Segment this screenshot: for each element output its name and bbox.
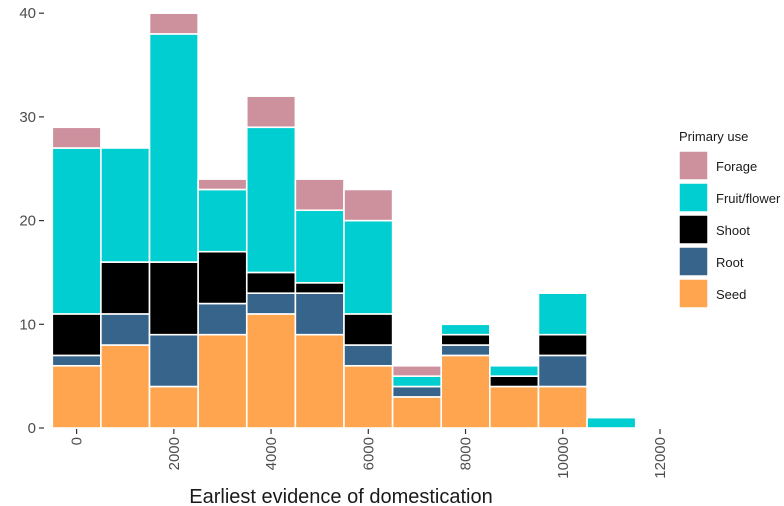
bar-root-10000 [537, 354, 588, 388]
bars-layer [51, 12, 637, 429]
bar-fruit-flower-3000 [197, 188, 248, 253]
bar-root-2000 [148, 333, 199, 388]
bar-seed-0 [51, 364, 102, 429]
x-tick-label: 2000 [166, 437, 183, 470]
x-tick-label: 10000 [555, 437, 572, 479]
bar-seed-6000 [343, 364, 394, 429]
bar-fruit-flower-9000 [489, 364, 540, 377]
bar-root-6000 [343, 344, 394, 367]
bar-forage-6000 [343, 188, 394, 222]
x-tick-label: 8000 [458, 437, 475, 470]
bar-forage-0 [51, 126, 102, 149]
legend-label-root: Root [716, 255, 744, 270]
bar-fruit-flower-11000 [586, 416, 637, 429]
legend-label-shoot: Shoot [716, 223, 750, 238]
bar-fruit-flower-4000 [245, 126, 297, 274]
legend-label-fruit-flower: Fruit/flower [716, 191, 781, 206]
x-tick-label: 0 [69, 437, 86, 445]
x-axis: 0 2000 4000 6000 8000 10000 12000 [69, 429, 669, 479]
legend-title: Primary use [679, 129, 748, 144]
x-tick-label: 4000 [263, 437, 280, 470]
y-tick-label: 10 [19, 316, 36, 333]
legend-label-seed: Seed [716, 287, 746, 302]
legend: Primary use Forage Fruit/flower Shoot Root S… [678, 129, 781, 309]
x-tick-label: 6000 [360, 437, 377, 470]
bar-fruit-flower-8000 [440, 323, 491, 336]
y-axis: 0 10 20 30 40 [19, 5, 44, 437]
bar-root-7000 [391, 385, 443, 398]
legend-key-root [678, 246, 709, 277]
bar-shoot-0 [51, 313, 102, 357]
bar-fruit-flower-2000 [148, 33, 199, 263]
bar-shoot-4000 [245, 271, 297, 294]
y-tick-label: 20 [19, 213, 36, 230]
x-tick-label: 12000 [652, 437, 669, 479]
bar-seed-8000 [440, 354, 491, 429]
bar-fruit-flower-7000 [391, 375, 443, 388]
bar-shoot-9000 [489, 375, 540, 388]
bar-root-3000 [197, 302, 248, 336]
bar-seed-1000 [100, 344, 151, 429]
bar-seed-4000 [245, 313, 297, 429]
bar-seed-9000 [489, 385, 540, 429]
y-tick-label: 40 [19, 5, 36, 22]
bar-seed-10000 [537, 385, 588, 429]
bar-fruit-flower-0 [51, 147, 102, 315]
bar-shoot-1000 [100, 261, 151, 315]
x-axis-title: Earliest evidence of domestication [189, 486, 493, 506]
legend-key-fruit-flower [678, 182, 709, 213]
bar-fruit-flower-6000 [343, 219, 394, 315]
bar-fruit-flower-10000 [537, 292, 588, 336]
bar-seed-5000 [294, 333, 345, 429]
legend-key-forage [678, 150, 709, 181]
y-tick-label: 0 [28, 420, 36, 437]
legend-label-forage: Forage [716, 159, 757, 174]
legend-items: Forage Fruit/flower Shoot Root Seed [678, 150, 781, 309]
bar-forage-4000 [245, 95, 297, 129]
bar-shoot-3000 [197, 250, 248, 305]
bar-shoot-6000 [343, 313, 394, 346]
bar-shoot-5000 [294, 282, 345, 294]
bar-forage-7000 [391, 364, 443, 377]
bar-shoot-2000 [148, 261, 199, 336]
bar-seed-7000 [391, 396, 443, 429]
y-tick-label: 30 [19, 109, 36, 126]
legend-key-seed [678, 278, 709, 309]
bar-root-8000 [440, 344, 491, 357]
bar-seed-3000 [197, 333, 248, 429]
bar-root-1000 [100, 313, 151, 346]
bar-forage-3000 [197, 178, 248, 191]
bar-shoot-10000 [537, 333, 588, 357]
bar-shoot-8000 [440, 333, 491, 346]
bar-forage-5000 [294, 178, 345, 212]
bar-root-0 [51, 354, 102, 367]
bar-fruit-flower-5000 [294, 209, 345, 284]
bar-fruit-flower-1000 [100, 147, 151, 263]
bar-seed-2000 [148, 385, 199, 429]
bar-root-4000 [245, 292, 297, 315]
bar-root-5000 [294, 292, 345, 336]
bar-forage-2000 [148, 12, 199, 35]
legend-key-shoot [678, 214, 709, 245]
